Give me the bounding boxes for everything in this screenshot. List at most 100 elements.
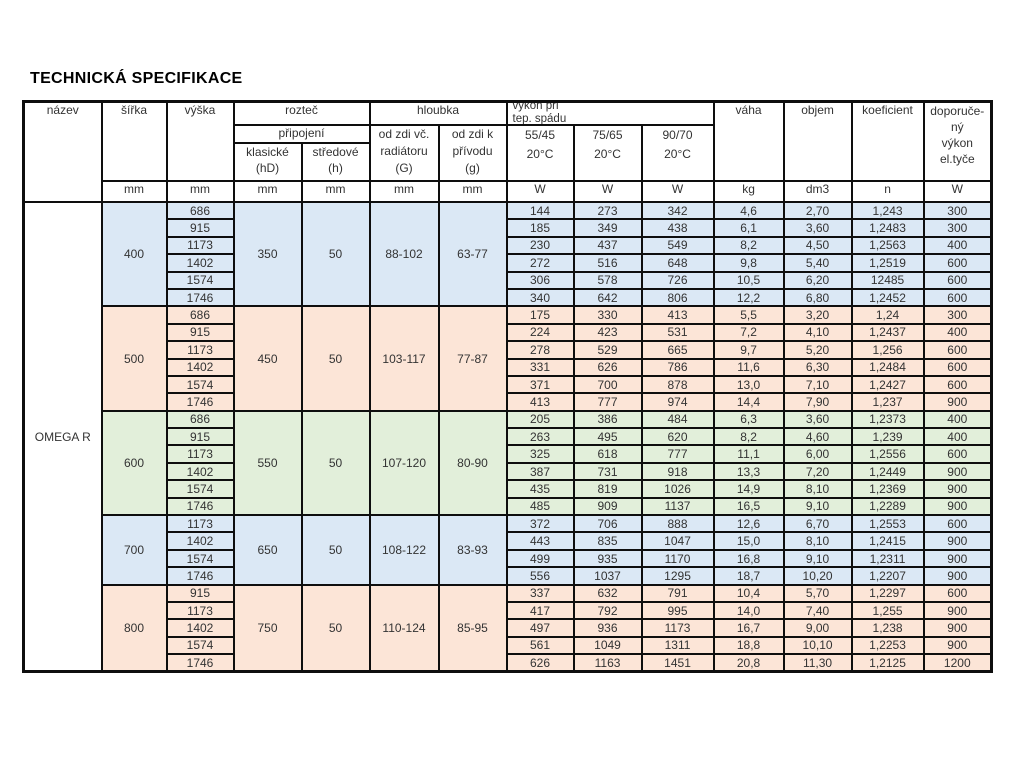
- cell-dop: 300: [922, 305, 993, 325]
- table-row: 1746 340 642 806 12,2 6,80 1,2452 600: [24, 287, 993, 308]
- cell-vaha: 16,8: [712, 548, 785, 569]
- group-stredove-cell: 50: [300, 514, 371, 586]
- cell-w7565: 578: [572, 270, 643, 290]
- cell-koef: 1,2373: [850, 409, 925, 430]
- cell-vyska: 1173: [165, 444, 235, 464]
- cell-w7565: 1049: [572, 635, 643, 656]
- temp-5545-label: 55/45: [525, 128, 556, 142]
- table-row: 1574 561 1049 1311 18,8 10,10 1,2253 900: [24, 635, 993, 656]
- cell-w5545: 278: [505, 340, 575, 360]
- cell-w7565: 386: [572, 409, 643, 430]
- temp-9070-label: 90/70: [662, 128, 693, 142]
- group-sirka-cell: 400: [100, 200, 168, 308]
- cell-w7565: 273: [572, 200, 643, 221]
- cell-koef: 1,2484: [850, 357, 925, 377]
- cell-dop: 600: [922, 270, 993, 290]
- cell-dop: 600: [922, 514, 993, 534]
- cell-koef: 1,2563: [850, 235, 925, 256]
- cell-w7565: 731: [572, 461, 643, 482]
- group-sirka-cell: 800: [100, 583, 168, 673]
- table-row: 1173 230 437 549 8,2 4,50 1,2563 400: [24, 235, 993, 256]
- od-zdi-k-line2: přívodu: [452, 144, 493, 158]
- cell-dop: 900: [922, 531, 993, 551]
- cell-vaha: 20,8: [712, 653, 785, 673]
- cell-w5545: 175: [505, 305, 575, 325]
- cell-w9070: 1173: [640, 618, 715, 638]
- group-klasicke-cell: 550: [232, 409, 303, 517]
- cell-vaha: 16,5: [712, 496, 785, 517]
- cell-objem: 6,00: [782, 444, 853, 464]
- temp-7565-deg: 20°C: [594, 147, 621, 161]
- cell-w7565: 792: [572, 600, 643, 621]
- unit-w9070: W: [640, 180, 715, 203]
- cell-w5545: 626: [505, 653, 575, 673]
- spec-table: název šířka výška rozteč hloubka výkon p…: [22, 100, 994, 674]
- cell-objem: 6,20: [782, 270, 853, 290]
- group-hloubka-g-cell: 77-87: [437, 305, 508, 412]
- cell-dop: 300: [922, 200, 993, 221]
- cell-vaha: 11,6: [712, 357, 785, 377]
- table-row: 1574 435 819 1026 14,9 8,10 1,2369 900: [24, 479, 993, 499]
- header-vaha: váha: [712, 100, 785, 182]
- cell-vaha: 16,7: [712, 618, 785, 638]
- table-row: 500 686 450 50 103-117 77-87 175 330 413 5,5 3,20 1…: [24, 305, 993, 412]
- cell-w9070: 1170: [640, 548, 715, 569]
- cell-w5545: 413: [505, 392, 575, 412]
- cell-koef: 1,256: [850, 340, 925, 360]
- table-row: 1173 325 618 777 11,1 6,00 1,2556 600: [24, 444, 993, 464]
- cell-w9070: 791: [640, 583, 715, 604]
- cell-w5545: 561: [505, 635, 575, 656]
- group-stredove-cell: 50: [300, 305, 371, 412]
- header-sirka: šířka: [100, 100, 168, 182]
- cell-vyska: 1574: [165, 479, 235, 499]
- cell-vaha: 18,8: [712, 635, 785, 656]
- header-koeficient: koeficient: [850, 100, 925, 182]
- cell-dop: 600: [922, 444, 993, 464]
- cell-w9070: 342: [640, 200, 715, 221]
- od-zdi-vc-line2: radiátoru: [380, 144, 428, 158]
- cell-vyska: 1173: [165, 600, 235, 621]
- cell-vaha: 14,4: [712, 392, 785, 412]
- cell-dop: 600: [922, 583, 993, 604]
- cell-vyska: 1173: [165, 235, 235, 256]
- cell-w7565: 706: [572, 514, 643, 534]
- header-klasicke: klasické (hD): [232, 142, 303, 182]
- klasicke-sub: (hD): [255, 161, 280, 175]
- cell-dop: 900: [922, 635, 993, 656]
- cell-objem: 5,70: [782, 583, 853, 604]
- cell-w5545: 443: [505, 531, 575, 551]
- vykon-clip-text: výkon při tep. spádu: [509, 103, 712, 123]
- cell-koef: 1,2519: [850, 253, 925, 273]
- header-vykon: výkon při tep. spádu: [505, 100, 715, 126]
- cell-vyska: 1574: [165, 635, 235, 656]
- cell-w9070: 665: [640, 340, 715, 360]
- unit-klasicke: mm: [232, 180, 303, 203]
- cell-w5545: 272: [505, 253, 575, 273]
- cell-vaha: 11,1: [712, 444, 785, 464]
- od-zdi-vc-line3: (G): [395, 161, 413, 175]
- cell-objem: 7,90: [782, 392, 853, 412]
- cell-dop: 900: [922, 548, 993, 569]
- cell-vyska: 915: [165, 583, 235, 604]
- od-zdi-k-line1: od zdi k: [451, 127, 494, 141]
- cell-w9070: 1295: [640, 566, 715, 586]
- header-pripojeni: připojení: [232, 124, 371, 144]
- table-row: 1574 499 935 1170 16,8 9,10 1,2311 900: [24, 548, 993, 569]
- cell-w5545: 331: [505, 357, 575, 377]
- cell-vaha: 18,7: [712, 566, 785, 586]
- cell-vaha: 7,2: [712, 322, 785, 343]
- group-sirka-cell: 500: [100, 305, 168, 412]
- cell-vyska: 1173: [165, 340, 235, 360]
- cell-dop: 900: [922, 566, 993, 586]
- cell-w7565: 330: [572, 305, 643, 325]
- table-row: 1402 443 835 1047 15,0 8,10 1,2415 900: [24, 531, 993, 551]
- cell-w9070: 1451: [640, 653, 715, 673]
- cell-w5545: 485: [505, 496, 575, 517]
- table-row: 1746 413 777 974 14,4 7,90 1,237 900: [24, 392, 993, 412]
- cell-vyska: 686: [165, 200, 235, 221]
- header-od-zdi-privodu: od zdi k přívodu (g): [437, 124, 508, 182]
- cell-vyska: 1402: [165, 461, 235, 482]
- cell-dop: 900: [922, 461, 993, 482]
- cell-objem: 2,70: [782, 200, 853, 221]
- group-hloubka-G-cell: 107-120: [368, 409, 440, 517]
